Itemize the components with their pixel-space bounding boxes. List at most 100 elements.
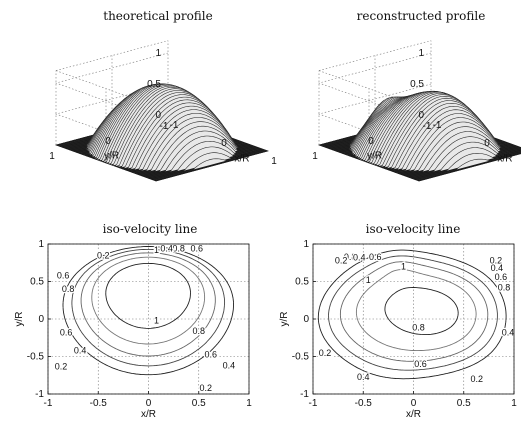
contour-label: 0.4 [491,263,504,273]
z-tick-label: 1 [418,48,424,59]
y-tick-label: -0.5 [292,352,310,363]
contour-label: 0.6 [57,271,70,281]
surface-line [389,103,502,171]
contour-label: 0.2 [471,374,484,384]
x-tick-label: -1 [433,120,442,131]
y-tick-label: -0.5 [27,352,45,363]
panel-title: iso-velocity line [103,222,198,236]
contour-lines [317,249,507,380]
surface-line [155,150,269,182]
surface-line [400,121,513,175]
contour-label: 0.2 [490,256,503,266]
contour-label: 0.8 [192,326,205,336]
x-axis-label: x/R [141,409,156,420]
z-tick-label: 0 [155,110,161,121]
surface-line [128,105,241,172]
surface-line [135,117,248,174]
surface-line [398,117,511,174]
surface-line [393,109,507,173]
contour-label: 0.8 [172,244,185,254]
contour-label: 0.8 [498,283,511,293]
contour-label: 0.2 [335,256,348,266]
z-tick-label: 0.5 [410,79,424,90]
y-tick-label: 1 [38,239,44,250]
x-tick-label: 0 [484,138,490,149]
x-tick-label: 0.5 [457,398,471,409]
y-tick-label: -1 [160,121,169,132]
x-tick-label: -0.5 [355,398,373,409]
contour-label: 0.4 [353,253,366,263]
surface-line [151,149,264,180]
y-tick-label: 0 [38,314,44,325]
contour-label: 0.2 [319,348,332,358]
surface-line [407,136,520,178]
y-axis-label: y/R [367,151,382,162]
contour-level-0.4 [71,248,226,367]
panel-title: theoretical profile [103,9,213,23]
x-tick-label: 0 [411,398,417,409]
surface-line [405,131,518,177]
contour-label: 0.4 [357,372,370,382]
y-tick-label: -1 [423,121,432,132]
x-tick-label: -1 [170,120,179,131]
panel-reconstructed-profile: reconstructed profile 00.51-101-101y/Rx/… [312,9,521,182]
panel-title: reconstructed profile [357,9,486,23]
panel-iso-velocity-left: iso-velocity line 0.20.60.81 0.8 0.60.410.… [14,222,252,420]
x-tick-label: -1 [44,398,53,409]
x-tick-label: 1 [511,398,517,409]
y-tick-label: 0 [105,136,111,147]
contour-label: 0.8 [344,252,357,262]
contour-level-0.2 [317,249,507,380]
surface-line [396,113,509,174]
contour-label: 1 [154,245,159,255]
contour-level-0.8 [91,256,206,345]
contour-label: 0.6 [60,328,73,338]
contour-level-1 [105,262,191,329]
contour-labels: 0.8 0.60.40.2110.20.40.60.80.80.40.20.60.… [318,251,516,386]
contour-lines [62,246,234,376]
surface-line [416,151,521,181]
x-axis-label: x/R [235,154,250,165]
y-tick-label: 1 [303,239,309,250]
contour-label: 1 [401,262,406,272]
contour-label: 0.2 [55,361,68,371]
surface-line [414,150,521,180]
x-tick-label: 0 [221,138,227,149]
y-tick-label: 0.5 [30,277,44,288]
x-tick-label: 0 [146,398,152,409]
contour-label: 0.6 [414,359,427,369]
y-tick-label: 0 [303,314,309,325]
contour-label: 1 [366,275,371,285]
z-tick-label: 0.5 [147,79,161,90]
y-tick-label: -1 [300,389,309,400]
x-tick-label: -0.5 [90,398,108,409]
contour-label: 0.4 [160,244,173,254]
y-axis-label: y/R [104,151,119,162]
surface-line [149,146,262,179]
surface-line [142,130,255,177]
surface-line [126,102,239,171]
surface-line [130,109,244,173]
contour-level-0.2 [62,246,234,376]
x-tick-label: 1 [271,156,277,167]
surface-mesh [318,90,521,182]
grid [47,243,250,395]
surface-line [409,141,521,178]
surface-line [144,135,257,178]
contour-level-1 [384,287,459,336]
surface-line [412,147,521,179]
contour-label: 0.6 [190,244,203,254]
panel-iso-velocity-right: iso-velocity line 0.8 0.60.40.2110.20.40.… [279,222,517,420]
surface-line [391,106,504,172]
contour-level-0.6 [80,252,216,357]
surface-line [146,141,259,178]
contour-label: 1 [154,316,159,326]
contour-label: 0.6 [205,349,218,359]
contour-level-0.4 [328,255,498,371]
x-axis-label: x/R [498,154,513,165]
contour-label: 0.8 [62,284,75,294]
y-tick-label: 1 [312,151,318,162]
surface-line [153,149,266,181]
